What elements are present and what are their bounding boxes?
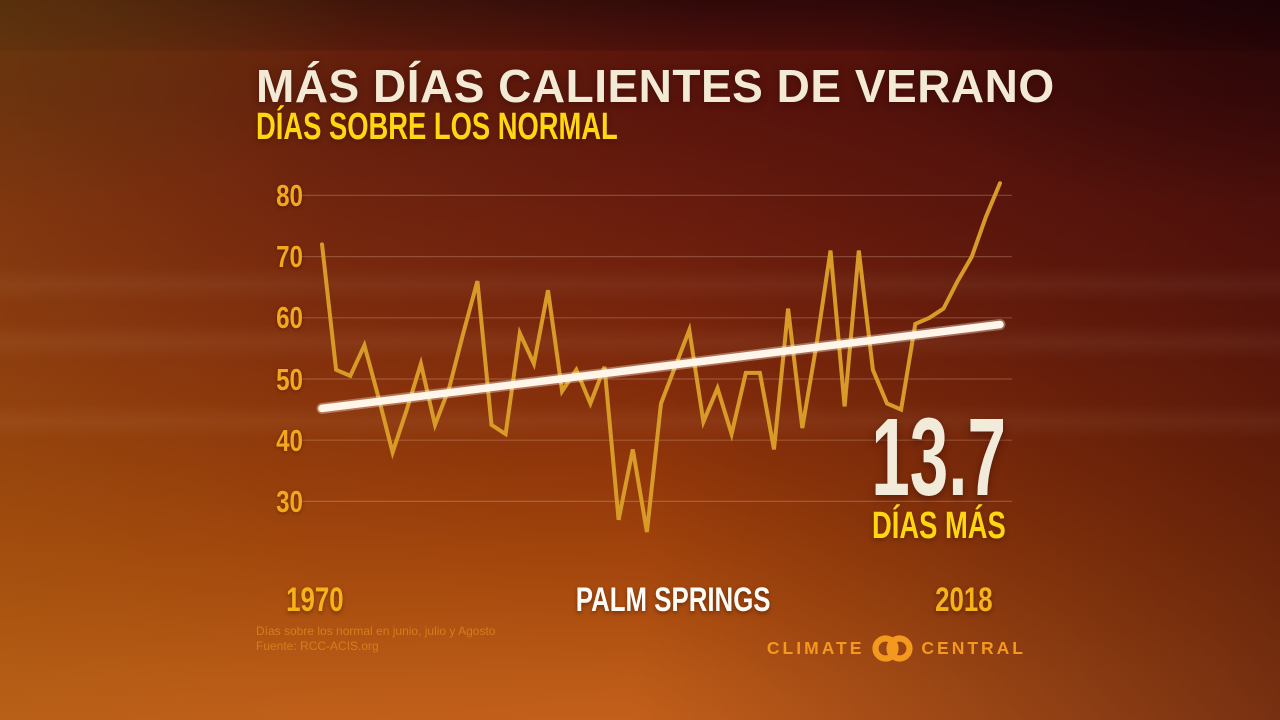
logo-text-central: CENTRAL <box>921 638 1026 658</box>
x-axis-end-year: 2018 <box>924 583 1004 617</box>
x-axis-start-year: 1970 <box>275 583 355 617</box>
page-title: MÁS DÍAS CALIENTES DE VERANO <box>256 60 1055 112</box>
x-axis-end-year-text: 2018 <box>935 581 993 619</box>
location-label: PALM SPRINGS <box>545 583 771 617</box>
footnote-line1: Días sobre los normal en junio, julio y … <box>256 624 496 638</box>
y-axis-label-40: 40 <box>276 423 303 458</box>
trend-line <box>318 320 1004 413</box>
x-axis-start-year-text: 1970 <box>286 581 344 619</box>
y-axis-label-50: 50 <box>276 362 303 397</box>
y-axis-label-80: 80 <box>276 178 303 213</box>
trend-difference-value: 13.7 <box>871 396 1006 519</box>
y-axis-label-30: 30 <box>276 484 303 519</box>
page-subtitle: DÍAS SOBRE LOS NORMAL <box>256 106 618 148</box>
trend-difference-label: DÍAS MÁS <box>872 505 1006 547</box>
climate-central-rings-icon <box>872 635 913 662</box>
location-label-text: PALM SPRINGS <box>575 581 771 619</box>
footnote-line2: Fuente: RCC-ACIS.org <box>256 639 379 653</box>
footnote: Días sobre los normal en junio, julio y … <box>256 624 495 654</box>
logo-text-climate: CLIMATE <box>766 638 865 658</box>
climate-central-logo: CLIMATE CENTRAL <box>767 633 1026 664</box>
y-axis-label-60: 60 <box>276 300 303 335</box>
y-axis-label-70: 70 <box>276 239 303 274</box>
data-series-line <box>320 181 1002 533</box>
